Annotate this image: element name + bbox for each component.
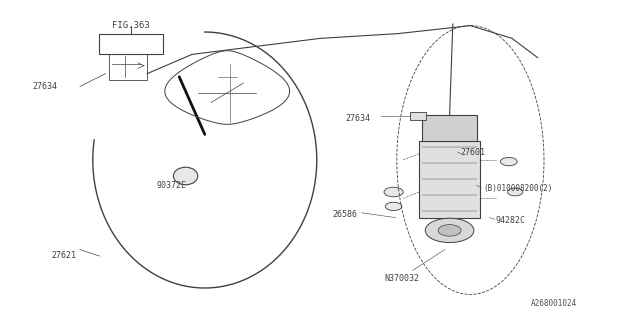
Circle shape: [508, 188, 523, 196]
Circle shape: [384, 187, 403, 197]
Text: 27634: 27634: [32, 82, 57, 91]
Circle shape: [426, 218, 474, 243]
Circle shape: [385, 202, 402, 211]
Text: 27634: 27634: [346, 114, 371, 123]
Text: N370032: N370032: [384, 274, 419, 283]
Text: 90372E: 90372E: [157, 181, 187, 190]
Ellipse shape: [173, 167, 198, 185]
Circle shape: [500, 157, 517, 166]
Bar: [109, 54, 147, 80]
Text: 26586: 26586: [333, 210, 358, 219]
Bar: [99, 34, 163, 54]
Text: FIG.363: FIG.363: [113, 21, 150, 30]
Text: A268001024: A268001024: [531, 300, 577, 308]
Bar: [419, 141, 480, 218]
Text: 94282C: 94282C: [496, 216, 526, 225]
Text: (B)010008200(2): (B)010008200(2): [483, 184, 552, 193]
Bar: [410, 112, 426, 120]
Text: 27621: 27621: [51, 252, 76, 260]
Bar: [422, 115, 477, 141]
Circle shape: [438, 225, 461, 236]
Text: 27601: 27601: [461, 148, 486, 156]
